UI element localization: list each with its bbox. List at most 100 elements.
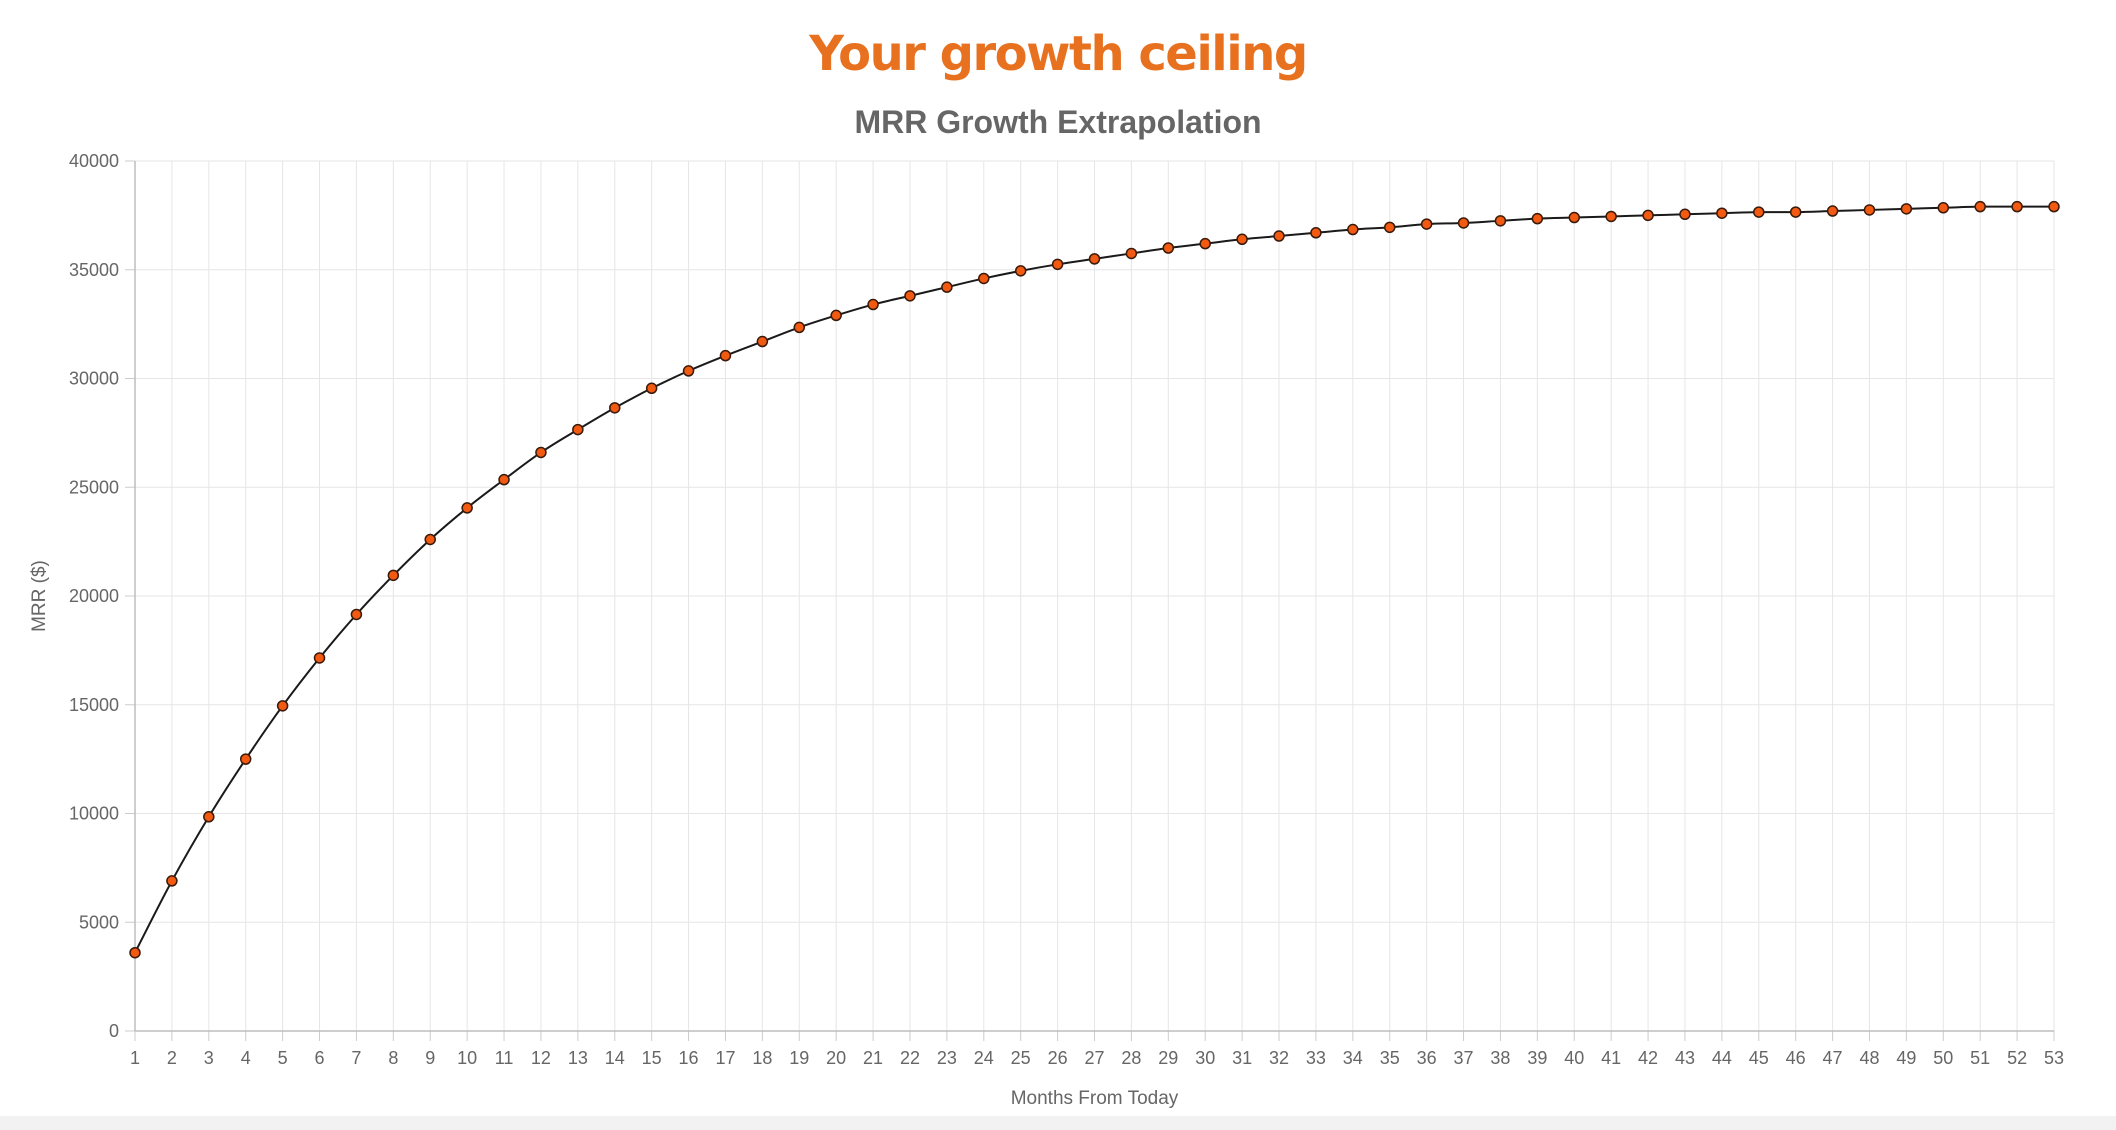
y-tick-labels: 0 5000 10000 15000 20000 25000 30000 35000 40000 xyxy=(69,151,119,1041)
data-point xyxy=(129,946,141,959)
page-title: Your growth ceiling xyxy=(809,26,1308,82)
data-point xyxy=(498,473,510,486)
x-tick-label: 44 xyxy=(1712,1048,1732,1068)
data-point xyxy=(609,402,621,414)
data-point xyxy=(1605,210,1617,223)
data-point xyxy=(1974,200,1986,213)
data-point xyxy=(313,652,326,664)
data-point xyxy=(1753,206,1765,218)
y-tick-label: 20000 xyxy=(69,586,119,606)
y-tick-label: 25000 xyxy=(69,477,119,497)
data-point xyxy=(1347,223,1359,236)
x-tick-label: 3 xyxy=(204,1048,214,1068)
data-point xyxy=(1789,206,1802,218)
x-tick-label: 15 xyxy=(642,1048,662,1068)
data-point xyxy=(1863,204,1876,216)
x-tick-labels: 1 2 3 4 5 6 7 8 9 10 11 12 13 14 15 16 17 18 19 20 21 22 23 24 2… xyxy=(130,1048,2064,1068)
x-tick-label: 49 xyxy=(1896,1048,1916,1068)
x-tick-label: 6 xyxy=(315,1048,325,1068)
x-tick-label: 27 xyxy=(1084,1048,1104,1068)
data-points xyxy=(129,200,2060,959)
x-tick-label: 7 xyxy=(351,1048,361,1068)
data-point xyxy=(1088,253,1101,265)
x-tick-label: 34 xyxy=(1343,1048,1363,1068)
data-point xyxy=(645,382,658,395)
x-tick-label: 43 xyxy=(1675,1048,1695,1068)
data-point xyxy=(2048,200,2060,213)
data-point xyxy=(350,608,363,621)
data-point xyxy=(203,811,215,823)
data-point xyxy=(1051,258,1064,271)
x-tick-label: 19 xyxy=(789,1048,809,1068)
x-tick-label: 4 xyxy=(241,1048,251,1068)
data-point xyxy=(941,281,953,293)
x-tick-label: 18 xyxy=(752,1048,772,1068)
x-tick-label: 39 xyxy=(1527,1048,1547,1068)
x-tick-label: 41 xyxy=(1601,1048,1621,1068)
data-point xyxy=(1642,209,1654,222)
grid xyxy=(135,160,2055,1031)
y-axis-title: MRR ($) xyxy=(29,560,50,632)
data-point xyxy=(1679,208,1691,221)
data-point xyxy=(1716,207,1728,219)
x-tick-label: 46 xyxy=(1786,1048,1806,1068)
data-point xyxy=(793,321,806,334)
x-tick-label: 22 xyxy=(900,1048,920,1068)
x-tick-label: 42 xyxy=(1638,1048,1658,1068)
data-point xyxy=(904,290,916,302)
data-point xyxy=(756,335,769,348)
y-tick-label: 10000 xyxy=(69,804,119,824)
data-point xyxy=(1162,242,1175,254)
x-tick-label: 37 xyxy=(1454,1048,1474,1068)
y-tick-label: 30000 xyxy=(69,369,119,389)
data-point xyxy=(1826,205,1839,217)
x-tick-label: 8 xyxy=(388,1048,398,1068)
x-tick-label: 1 xyxy=(130,1048,140,1068)
x-tick-label: 47 xyxy=(1823,1048,1843,1068)
data-point xyxy=(387,569,400,582)
data-point xyxy=(1199,237,1211,250)
x-tick-label: 23 xyxy=(937,1048,957,1068)
y-tick-label: 35000 xyxy=(69,260,119,280)
x-tick-label: 33 xyxy=(1306,1048,1326,1068)
x-tick-label: 5 xyxy=(278,1048,288,1068)
data-point xyxy=(461,502,473,514)
data-point xyxy=(682,365,695,377)
data-point xyxy=(1900,203,1913,215)
x-tick-label: 11 xyxy=(495,1048,514,1068)
y-tick-label: 15000 xyxy=(69,695,119,715)
x-tick-label: 21 xyxy=(863,1048,883,1068)
x-tick-label: 36 xyxy=(1417,1048,1437,1068)
data-point xyxy=(1494,215,1507,227)
data-point xyxy=(535,446,547,459)
data-point xyxy=(1457,217,1470,229)
data-point xyxy=(1568,211,1580,224)
x-tick-label: 2 xyxy=(167,1048,177,1068)
data-point xyxy=(830,309,842,322)
data-point xyxy=(1014,265,1027,277)
data-point xyxy=(239,753,252,765)
x-tick-label: 31 xyxy=(1232,1048,1252,1068)
data-point xyxy=(166,875,178,887)
data-point xyxy=(1310,227,1322,239)
x-tick-label: 48 xyxy=(1859,1048,1879,1068)
x-tick-label: 13 xyxy=(568,1048,588,1068)
data-point xyxy=(1937,202,1950,214)
x-tick-label: 50 xyxy=(1933,1048,1953,1068)
x-tick-label: 28 xyxy=(1121,1048,1141,1068)
data-point xyxy=(276,700,289,712)
x-tick-label: 25 xyxy=(1011,1048,1031,1068)
data-point xyxy=(1531,212,1544,225)
y-tick-label: 0 xyxy=(109,1021,119,1041)
data-point xyxy=(1236,233,1248,246)
x-tick-label: 51 xyxy=(1970,1048,1990,1068)
x-tick-label: 52 xyxy=(2007,1048,2027,1068)
data-point xyxy=(719,349,732,362)
x-tick-label: 24 xyxy=(974,1048,994,1068)
x-tick-label: 20 xyxy=(826,1048,846,1068)
x-axis-title: Months From Today xyxy=(1011,1088,1179,1109)
y-tick-label: 40000 xyxy=(69,151,119,171)
chart-title: MRR Growth Extrapolation xyxy=(854,104,1262,140)
data-point xyxy=(2011,200,2023,213)
x-tick-label: 10 xyxy=(457,1048,477,1068)
